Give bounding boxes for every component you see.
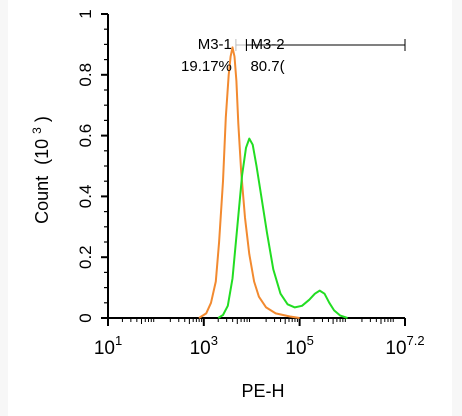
gates-layer: M3-1 19.17% M3-2 80.7( xyxy=(181,36,406,75)
x-tick-label: 107.2 xyxy=(385,333,424,359)
axes-group: 0 0.2 0.4 0.6 0.8 1 101 103 105 107.2 xyxy=(76,9,425,359)
y-tick-label: 1 xyxy=(76,9,95,18)
series-line-2 xyxy=(217,137,348,319)
figure-panel: Count (10 3 ) PE-H 0 0.2 0.4 0.6 0.8 1 101 103 1… xyxy=(8,0,452,416)
y-tick-label: 0 xyxy=(76,313,95,322)
series-layer xyxy=(198,46,348,319)
y-axis-label-close: ) xyxy=(32,116,52,122)
y-tick-label: 0.6 xyxy=(76,124,95,148)
y-axis-label-unit: (10 xyxy=(32,139,52,165)
y-axis-label-exponent: 3 xyxy=(30,127,44,134)
x-tick-label: 103 xyxy=(190,333,218,359)
y-axis-label-main: Count xyxy=(32,176,52,224)
x-axis-label: PE-H xyxy=(241,381,284,401)
gate-percent-label: 80.7( xyxy=(250,58,284,75)
gate-name-label: M3-2 xyxy=(250,36,284,53)
x-tick-label: 101 xyxy=(94,333,122,359)
y-tick-label: 0.4 xyxy=(76,185,95,209)
x-tick-label: 105 xyxy=(285,333,313,359)
histogram-chart: Count (10 3 ) PE-H 0 0.2 0.4 0.6 0.8 1 101 103 1… xyxy=(25,9,425,401)
gate-percent-label: 19.17% xyxy=(181,58,232,75)
y-tick-label: 0.2 xyxy=(76,245,95,269)
y-axis-label: Count (10 3 ) xyxy=(25,116,52,224)
series-line-1 xyxy=(198,46,300,319)
y-tick-label: 0.8 xyxy=(76,63,95,87)
gate-name-label: M3-1 xyxy=(198,36,232,53)
